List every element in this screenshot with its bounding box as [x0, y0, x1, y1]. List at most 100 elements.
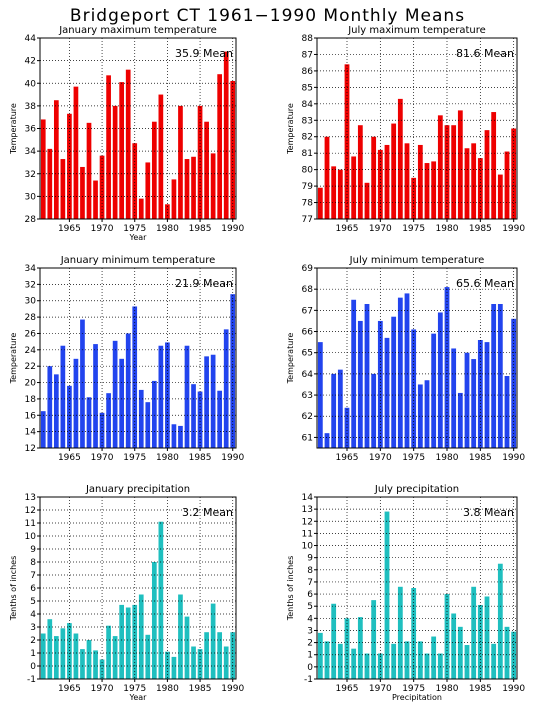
- bar: [119, 604, 125, 679]
- y-tick-label: 63: [302, 391, 313, 401]
- x-tick-label: 1970: [91, 684, 114, 694]
- bar: [457, 626, 463, 679]
- bar: [60, 628, 66, 679]
- bar: [504, 151, 510, 219]
- bar: [230, 294, 236, 448]
- y-tick-label: 12: [25, 444, 36, 454]
- bar: [86, 122, 92, 219]
- chart-title: July precipitation: [374, 484, 459, 495]
- x-tick-label: 1990: [221, 684, 244, 694]
- y-tick-label: 67: [302, 306, 313, 316]
- bar: [73, 633, 79, 679]
- y-tick-label: 22: [25, 362, 36, 372]
- bar: [204, 356, 209, 448]
- bar: [417, 641, 423, 679]
- mean-label: 65.6 Mean: [456, 277, 514, 290]
- bar: [125, 69, 131, 219]
- bar: [223, 329, 229, 448]
- y-tick-label: 69: [302, 264, 314, 274]
- bar: [223, 51, 229, 219]
- bar: [471, 586, 477, 679]
- bar: [331, 166, 337, 219]
- bar: [371, 136, 377, 219]
- bar: [337, 369, 343, 448]
- x-tick-label: 1990: [221, 224, 244, 234]
- bar: [417, 384, 423, 448]
- bar: [178, 425, 183, 448]
- y-tick-label: 7: [30, 571, 36, 581]
- x-tick-label: 1980: [156, 684, 179, 694]
- bar: [424, 163, 430, 219]
- y-tick-label: 1: [30, 649, 36, 659]
- bar: [371, 373, 377, 448]
- bar: [377, 149, 383, 219]
- chart-panel-3: 12 14 16 18 20 22 24 26 28 30 32 34 1965 1970 1975 1980…: [9, 255, 244, 463]
- y-tick-label: 79: [302, 182, 314, 192]
- bar: [377, 653, 383, 679]
- y-tick-label: 38: [25, 102, 37, 112]
- y-tick-label: 42: [25, 57, 36, 67]
- bar: [384, 511, 390, 679]
- bar: [484, 342, 490, 448]
- bar: [504, 376, 510, 448]
- bar: [444, 125, 450, 219]
- y-tick-label: 6: [307, 590, 313, 600]
- bar: [217, 632, 223, 679]
- y-tick-label: 11: [302, 529, 313, 539]
- bar: [184, 345, 190, 448]
- y-tick-label: 87: [302, 50, 313, 60]
- y-tick-label: 8: [30, 558, 36, 568]
- y-tick-label: 10: [302, 542, 314, 552]
- x-tick-label: 1985: [189, 453, 212, 463]
- bar: [132, 306, 138, 448]
- bar: [119, 358, 125, 448]
- bar: [99, 155, 105, 219]
- bar: [47, 619, 53, 679]
- bar: [431, 333, 437, 448]
- bar: [119, 82, 125, 220]
- x-tick-label: 1965: [336, 684, 359, 694]
- y-tick-label: 13: [302, 505, 313, 515]
- y-tick-label: 86: [302, 67, 314, 77]
- bar: [391, 643, 397, 679]
- bar: [197, 105, 203, 220]
- bar: [371, 600, 377, 679]
- x-tick-label: 1975: [123, 224, 146, 234]
- bar: [404, 293, 410, 448]
- bar: [93, 180, 98, 219]
- bar: [178, 594, 183, 679]
- bar: [184, 616, 190, 679]
- y-tick-label: 44: [25, 34, 37, 44]
- bar: [464, 645, 470, 679]
- bar: [471, 359, 477, 448]
- y-tick-label: 5: [30, 597, 36, 607]
- bar: [491, 112, 497, 219]
- bar: [491, 643, 497, 679]
- y-tick-label: 0: [30, 662, 36, 672]
- x-tick-label: 1980: [156, 224, 179, 234]
- x-tick-label: 1990: [502, 453, 525, 463]
- x-tick-label: 1975: [123, 684, 146, 694]
- x-tick-label: 1975: [402, 453, 425, 463]
- y-tick-label: 28: [25, 215, 37, 225]
- y-tick-label: 34: [25, 264, 37, 274]
- bar: [451, 613, 457, 679]
- y-tick-label: 2: [307, 639, 313, 649]
- mean-label: 21.9 Mean: [175, 277, 233, 290]
- plot-frame: [316, 496, 518, 680]
- bar: [60, 159, 66, 219]
- bar: [497, 563, 503, 679]
- bar: [424, 653, 430, 679]
- bar: [351, 648, 357, 679]
- y-tick-label: 85: [302, 83, 313, 93]
- bar: [184, 159, 190, 219]
- bar: [464, 148, 470, 219]
- y-tick-label: 28: [25, 313, 37, 323]
- bar: [80, 319, 85, 448]
- x-tick-label: 1980: [436, 453, 459, 463]
- y-axis-label: Tenths of inches: [286, 556, 295, 622]
- bar: [404, 143, 410, 219]
- bar: [504, 626, 510, 679]
